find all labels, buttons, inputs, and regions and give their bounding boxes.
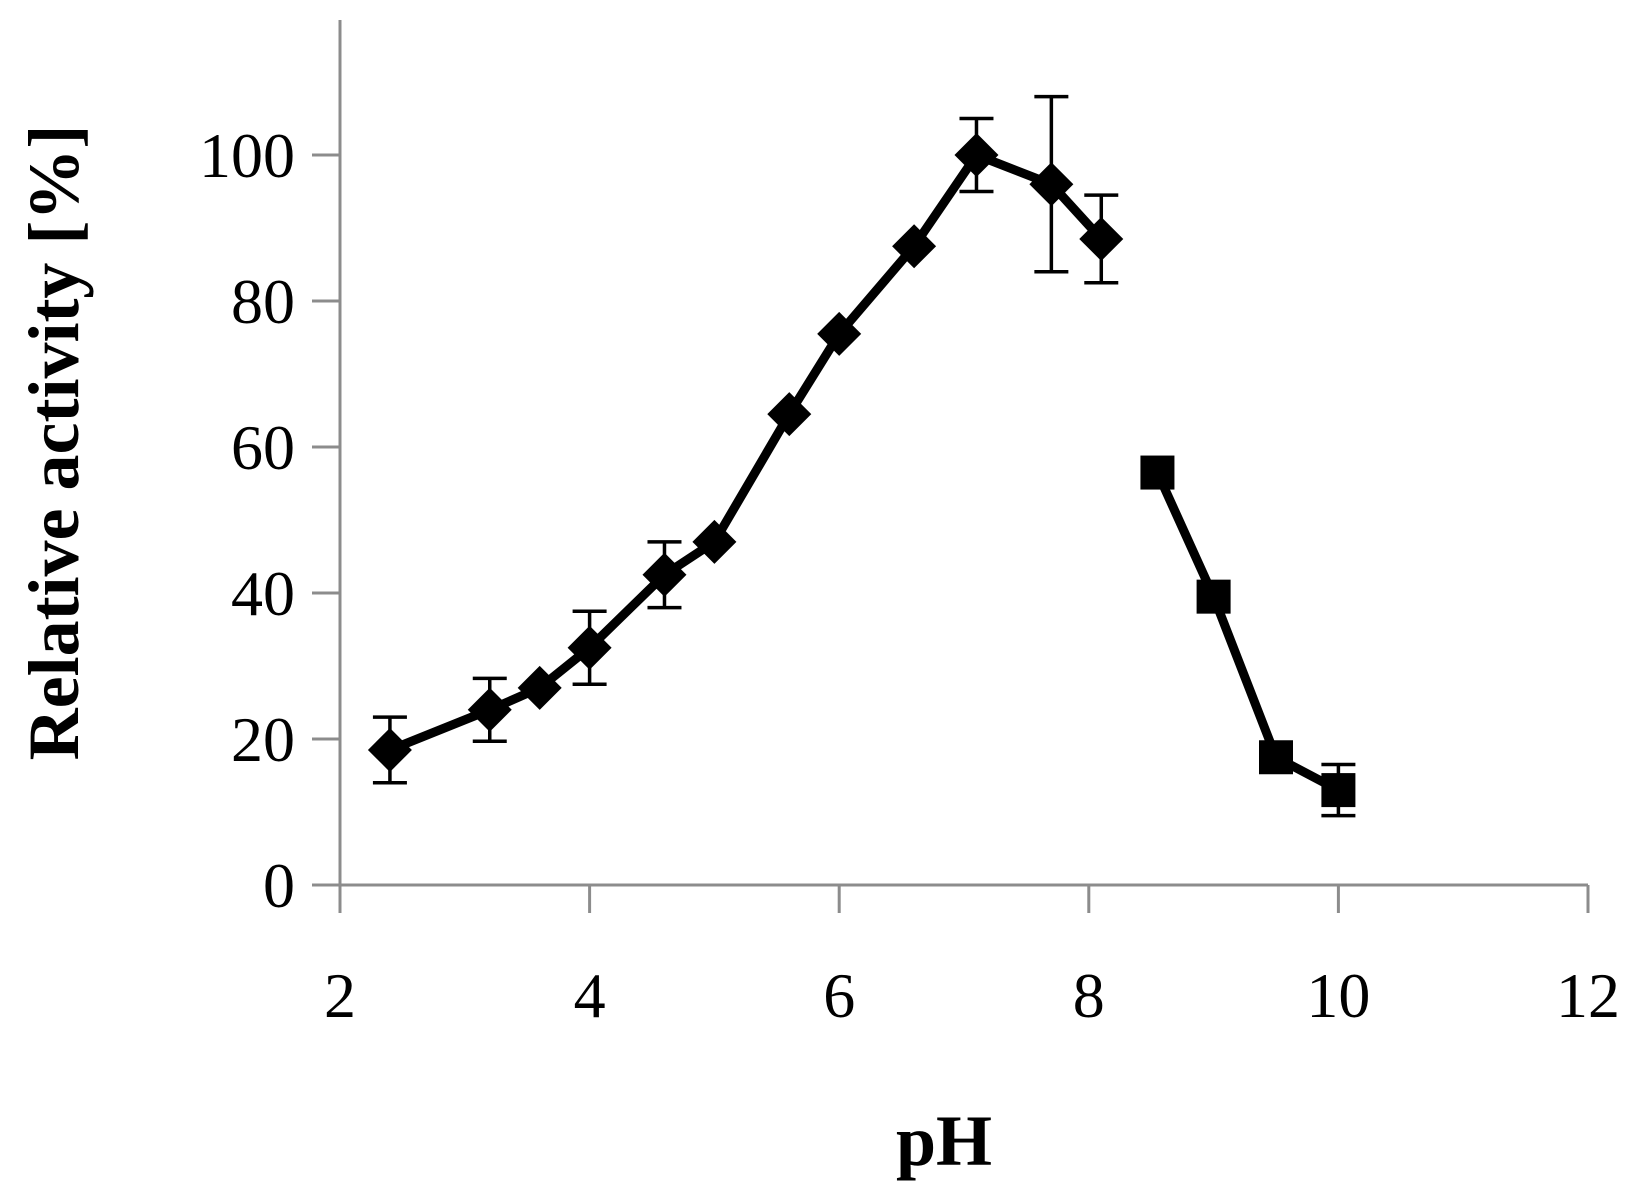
data-point-diamond — [954, 133, 999, 177]
y-tick-label: 100 — [199, 120, 295, 191]
series-line — [1153, 470, 1341, 795]
x-tick-label: 6 — [823, 960, 855, 1031]
data-point-square — [1321, 773, 1356, 808]
y-axis-title: Relative activity [%] — [14, 125, 94, 761]
x-tick-label: 10 — [1306, 960, 1370, 1031]
data-point-square — [1140, 455, 1175, 490]
series-2 — [1140, 455, 1356, 818]
data-point-diamond — [367, 727, 412, 772]
y-tick-label: 40 — [231, 558, 295, 629]
y-tick-label: 20 — [231, 704, 295, 775]
y-tick-label: 0 — [263, 850, 295, 921]
y-tick-label: 80 — [231, 266, 295, 337]
data-point-diamond — [517, 665, 562, 710]
x-tick-label: 4 — [574, 960, 606, 1031]
data-point-diamond — [892, 224, 937, 269]
data-point-diamond — [642, 552, 687, 597]
data-point-diamond — [467, 687, 512, 732]
data-point-diamond — [1079, 216, 1124, 261]
series-1 — [367, 94, 1124, 785]
data-point-diamond — [817, 311, 862, 356]
x-axis-title: pH — [896, 1101, 992, 1181]
data-point-diamond — [767, 392, 812, 437]
data-point-square — [1259, 740, 1293, 775]
series-layer — [367, 94, 1356, 818]
data-point-diamond — [692, 519, 737, 564]
data-point-diamond — [567, 625, 612, 670]
x-tick-label: 12 — [1556, 960, 1620, 1031]
x-tick-label: 2 — [324, 960, 356, 1031]
axes: 0 20 40 60 80 100 2 4 6 8 10 12 — [199, 20, 1620, 1031]
series-line — [388, 150, 1105, 755]
data-point-diamond — [1029, 162, 1074, 207]
y-tick-label: 60 — [231, 412, 295, 483]
data-point-square — [1196, 579, 1231, 614]
x-tick-label: 8 — [1073, 960, 1105, 1031]
